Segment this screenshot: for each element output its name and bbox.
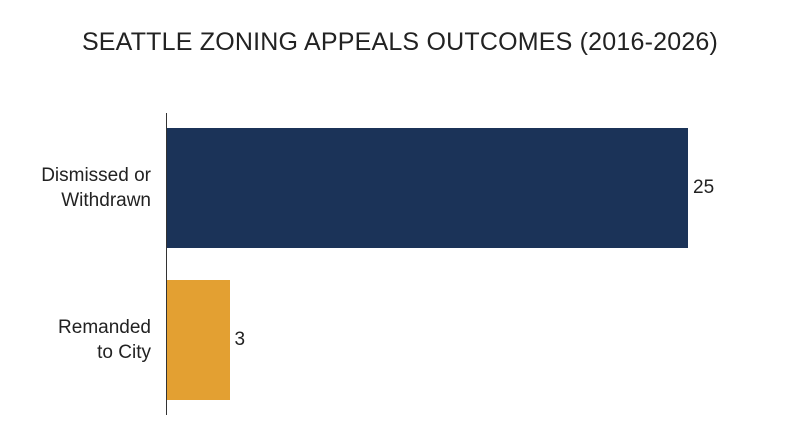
bar [167,128,688,248]
chart-title: SEATTLE ZONING APPEALS OUTCOMES (2016-20… [81,28,719,56]
value-label: 3 [234,329,246,350]
category-label: Remanded to City [58,317,151,363]
category-label: Dismissed or Withdrawn [41,165,151,211]
value-label: 25 [693,177,715,198]
y-axis-line [166,113,167,415]
bar [167,280,230,400]
